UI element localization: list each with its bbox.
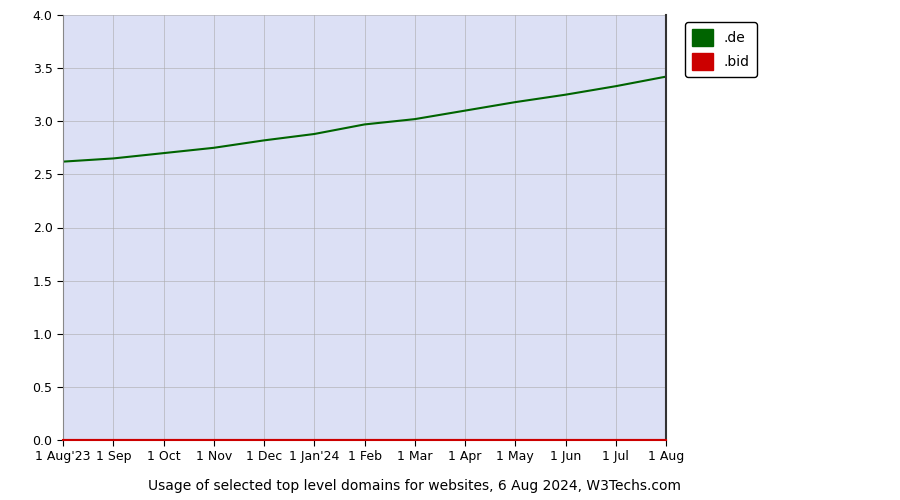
Text: Usage of selected top level domains for websites, 6 Aug 2024, W3Techs.com: Usage of selected top level domains for … — [148, 479, 680, 493]
Legend: .de, .bid: .de, .bid — [685, 22, 757, 76]
